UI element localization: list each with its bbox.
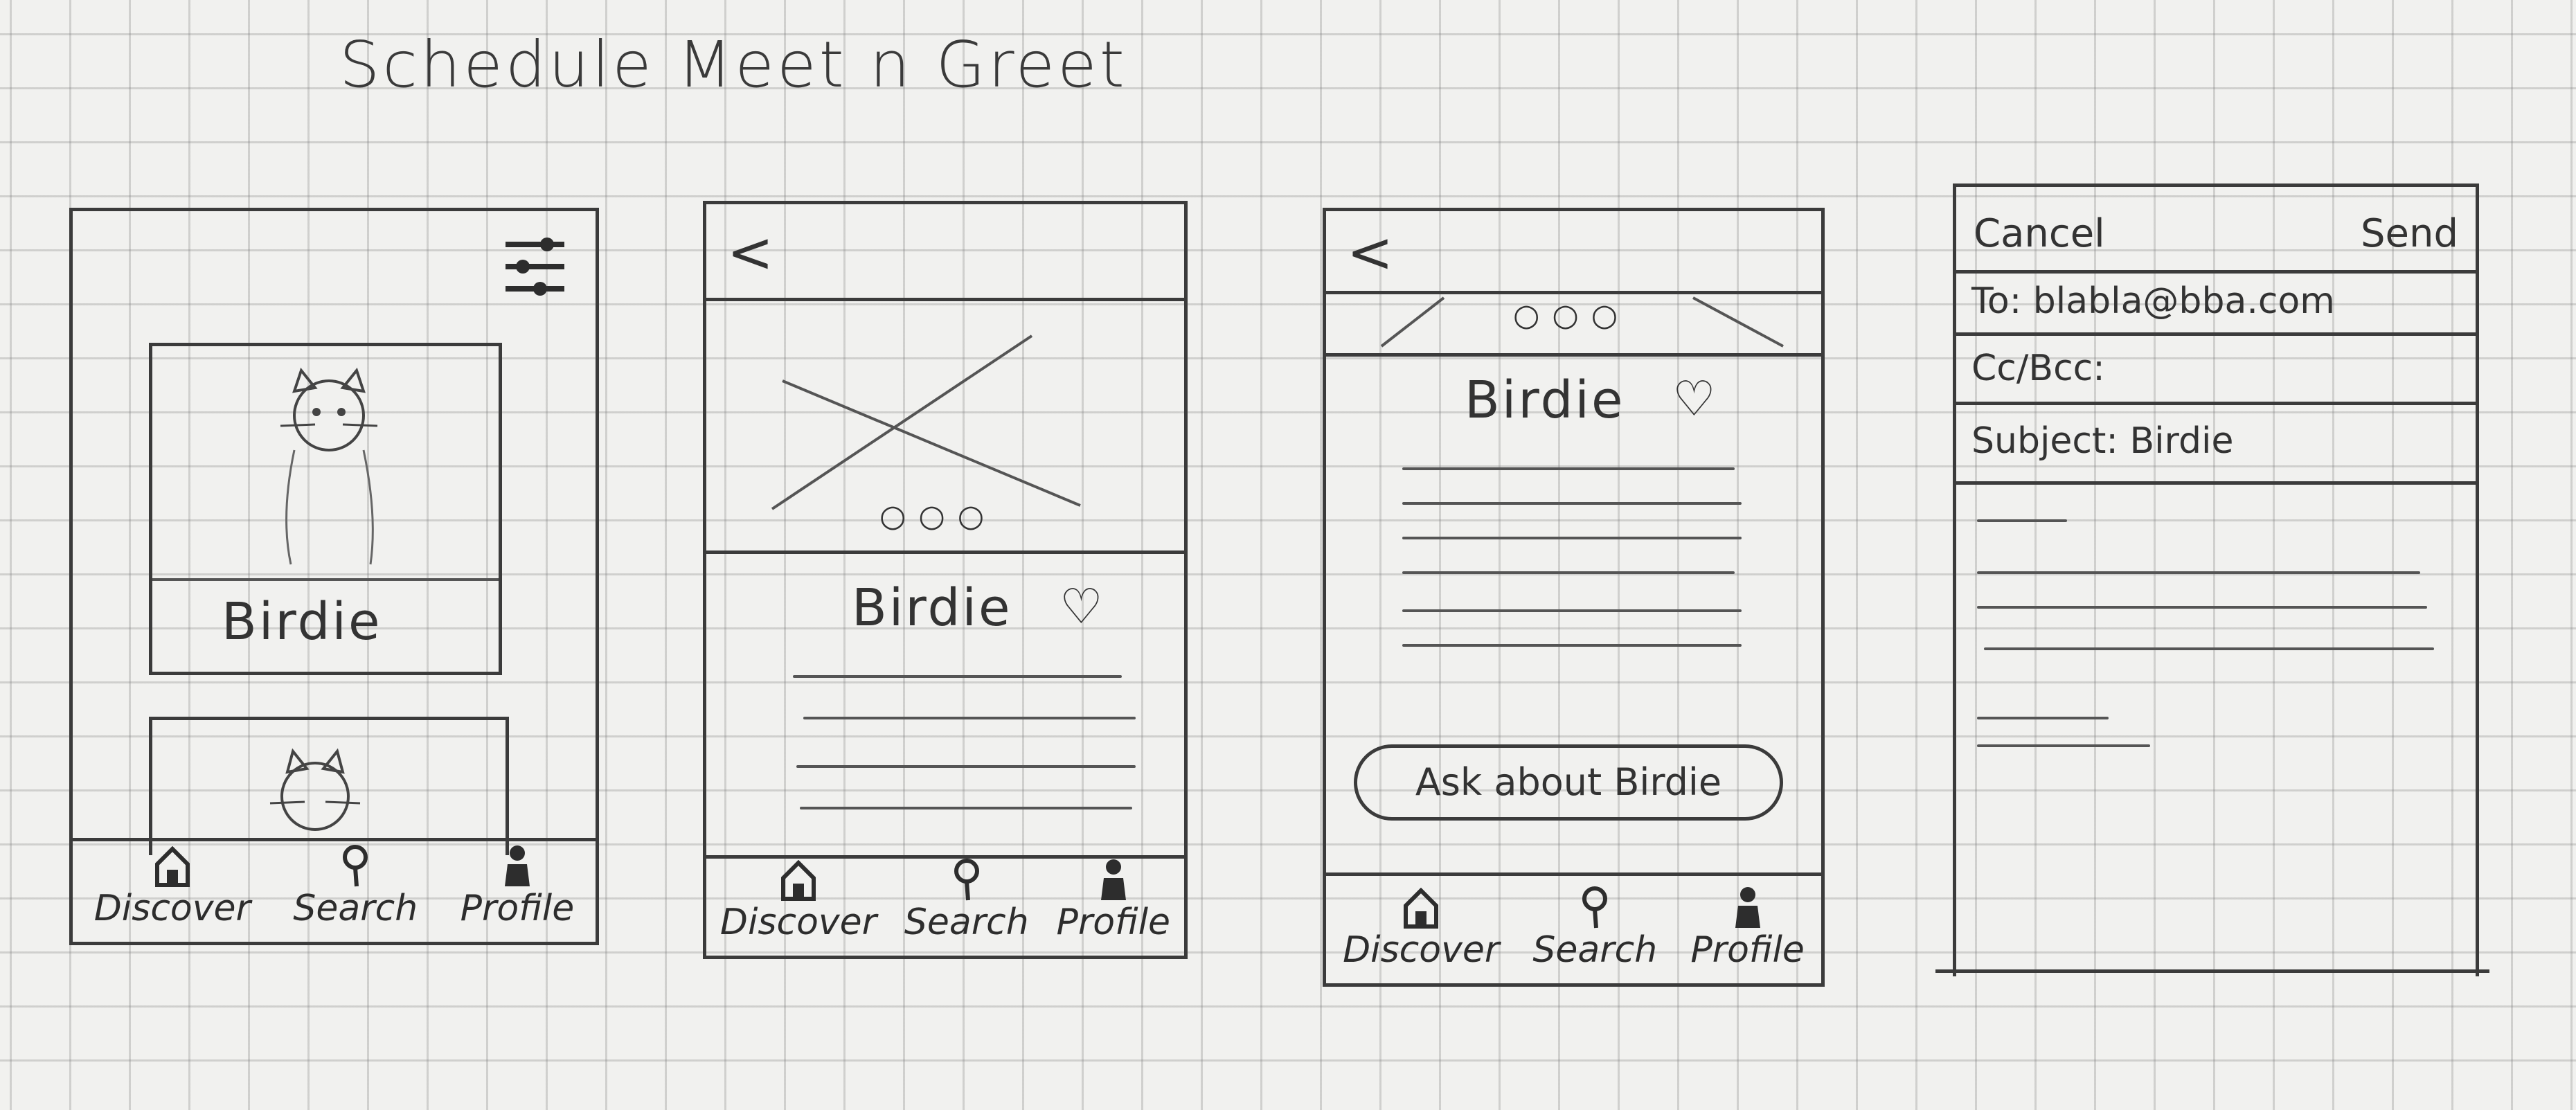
nav-profile-label: Profile: [460, 888, 575, 929]
subject-field[interactable]: Subject: Birdie: [1956, 405, 2476, 485]
pet-detail-scrolled-screen: < ○○○ Birdie ♡ Ask about Birdie Discover…: [1323, 208, 1825, 987]
back-icon[interactable]: <: [1347, 220, 1394, 285]
nav-profile-label: Profile: [1690, 929, 1805, 971]
body-line: [1977, 744, 2150, 747]
profile-icon: [1733, 885, 1763, 929]
nav-profile[interactable]: Profile: [1690, 885, 1805, 971]
header-bar: <: [1326, 211, 1821, 294]
back-icon[interactable]: <: [727, 220, 774, 285]
pet-name: Birdie: [1465, 370, 1625, 430]
cc-bcc-field[interactable]: Cc/Bcc:: [1956, 336, 2476, 405]
carousel-dots[interactable]: ○○○: [879, 499, 997, 534]
nav-search[interactable]: Search: [1532, 885, 1657, 971]
pet-detail-screen: < ○○○ Birdie ♡ Discover Search: [703, 201, 1188, 959]
nav-search[interactable]: Search: [293, 843, 418, 929]
profile-icon: [1098, 857, 1129, 902]
to-field[interactable]: To: blabla@bba.com: [1956, 270, 2476, 336]
search-icon: [1580, 885, 1610, 929]
page-title: Schedule Meet n Greet: [339, 28, 1127, 102]
header-bar: <: [706, 204, 1184, 301]
description-line: [800, 807, 1132, 809]
pet-card[interactable]: Birdie: [149, 343, 502, 675]
nav-profile[interactable]: Profile: [460, 843, 575, 929]
nav-search-label: Search: [293, 888, 418, 929]
description-line: [1402, 609, 1742, 612]
description-line: [796, 765, 1136, 768]
search-icon: [951, 857, 982, 902]
body-line: [1977, 571, 2420, 574]
body-line: [1977, 606, 2427, 609]
search-icon: [340, 843, 370, 888]
favorite-heart-icon[interactable]: ♡: [1059, 578, 1103, 635]
nav-discover-label: Discover: [93, 888, 251, 929]
home-icon: [779, 860, 818, 902]
nav-profile-label: Profile: [1056, 902, 1171, 943]
bottom-nav: Discover Search Profile: [1326, 872, 1821, 983]
cat-image: [267, 364, 391, 574]
nav-discover-label: Discover: [719, 902, 877, 943]
pet-card-2[interactable]: [149, 717, 509, 855]
cat-image-2: [267, 748, 364, 841]
home-icon: [153, 846, 192, 888]
discover-screen: Birdie Discover Search: [69, 208, 599, 945]
pet-photo-placeholder: ○○○: [706, 298, 1184, 554]
description-line: [1402, 502, 1742, 505]
nav-discover[interactable]: Discover: [720, 860, 877, 943]
description-line: [803, 717, 1136, 719]
description-line: [1402, 467, 1735, 470]
bottom-nav: Discover Search Profile: [706, 852, 1184, 956]
send-button[interactable]: Send: [2360, 211, 2458, 256]
pet-card-name: Birdie: [222, 592, 382, 652]
bottom-nav: Discover Search Profile: [73, 838, 596, 942]
favorite-heart-icon[interactable]: ♡: [1672, 370, 1716, 427]
home-icon: [1402, 888, 1440, 929]
email-compose-screen: Cancel Send To: blabla@bba.com Cc/Bcc: S…: [1935, 183, 2489, 976]
description-line: [1402, 537, 1742, 539]
pet-name: Birdie: [852, 578, 1012, 638]
nav-discover[interactable]: Discover: [94, 846, 251, 929]
compose-header: Cancel Send: [1956, 187, 2476, 274]
body-line: [1984, 647, 2434, 650]
description-line: [1402, 571, 1735, 574]
nav-discover[interactable]: Discover: [1343, 888, 1499, 971]
message-body[interactable]: [1956, 485, 2476, 976]
nav-search-label: Search: [1532, 929, 1658, 971]
nav-profile[interactable]: Profile: [1056, 857, 1170, 943]
body-line: [1977, 717, 2109, 719]
profile-icon: [502, 843, 533, 888]
nav-search[interactable]: Search: [904, 857, 1029, 943]
description-line: [793, 675, 1122, 678]
filter-icon[interactable]: [502, 232, 568, 304]
carousel-dots[interactable]: ○○○: [1513, 298, 1631, 333]
body-line: [1977, 519, 2067, 522]
ask-about-button[interactable]: Ask about Birdie: [1354, 744, 1783, 821]
nav-search-label: Search: [904, 902, 1029, 943]
nav-discover-label: Discover: [1343, 929, 1500, 971]
description-line: [1402, 644, 1742, 647]
cancel-button[interactable]: Cancel: [1974, 211, 2105, 256]
collapsed-photo-strip: ○○○: [1326, 291, 1821, 357]
